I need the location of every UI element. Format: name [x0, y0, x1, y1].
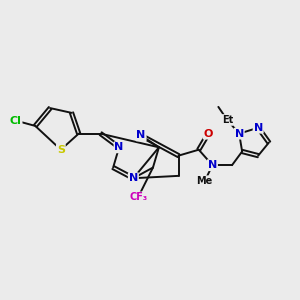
Text: N: N: [235, 129, 244, 139]
Text: S: S: [57, 145, 65, 155]
Text: N: N: [254, 123, 263, 133]
Text: CF₃: CF₃: [129, 192, 147, 202]
Text: Me: Me: [196, 176, 213, 186]
Text: Cl: Cl: [10, 116, 22, 126]
Text: O: O: [204, 129, 213, 139]
Text: N: N: [208, 160, 217, 170]
Text: N: N: [129, 173, 138, 183]
Text: Et: Et: [222, 115, 233, 125]
Text: N: N: [115, 142, 124, 152]
Text: N: N: [136, 130, 146, 140]
